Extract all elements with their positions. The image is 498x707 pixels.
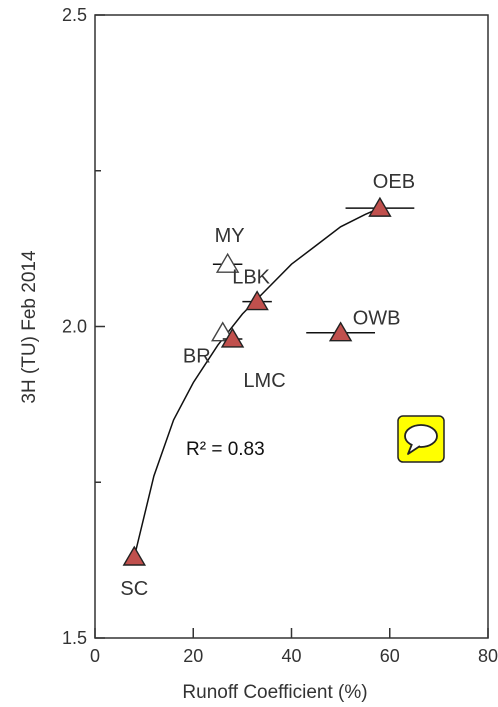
x-tick-label: 60 <box>380 646 400 666</box>
x-tick-label: 40 <box>281 646 301 666</box>
x-tick-label: 80 <box>478 646 498 666</box>
triangle-marker <box>215 252 240 273</box>
x-axis: 0 20 40 60 80 <box>90 628 498 666</box>
point-label: LBK <box>232 267 270 289</box>
point-sc: SC <box>120 545 148 600</box>
y-tick-label: 2.5 <box>62 5 87 25</box>
x-axis-label: Runoff Coefficient (%) <box>182 682 367 703</box>
point-oeb: OEB <box>345 171 415 217</box>
point-label: SC <box>120 578 148 600</box>
point-label: OEB <box>373 171 415 193</box>
triangle-marker <box>328 321 353 342</box>
y-axis-label: 3H (TU) Feb 2014 <box>19 250 40 404</box>
y-axis: 1.5 2.0 2.5 <box>62 5 105 648</box>
y-tick-label: 2.0 <box>62 317 87 337</box>
point-lmc: LMC <box>220 327 286 392</box>
point-label: BR <box>183 346 211 368</box>
triangle-marker <box>122 545 147 566</box>
point-my: MY <box>212 225 245 273</box>
y-tick-label: 1.5 <box>62 628 87 648</box>
triangle-marker <box>220 327 245 348</box>
triangle-marker <box>245 290 269 311</box>
speech-bubble-icon <box>404 424 438 455</box>
point-label: LMC <box>243 370 285 392</box>
plot-area <box>94 14 489 639</box>
point-label: OWB <box>353 308 401 330</box>
point-label: MY <box>215 225 245 247</box>
r-squared-annotation: R² = 0.83 <box>186 439 265 460</box>
point-lbk: LBK <box>232 267 272 311</box>
point-owb: OWB <box>306 308 401 342</box>
plot-border <box>94 14 489 639</box>
x-tick-label: 0 <box>90 646 100 666</box>
data-points: SC BR MY LMC LBK OWB OEB <box>120 171 415 600</box>
comment-widget[interactable] <box>397 415 445 463</box>
x-tick-label: 20 <box>183 646 203 666</box>
triangle-marker <box>368 196 392 217</box>
